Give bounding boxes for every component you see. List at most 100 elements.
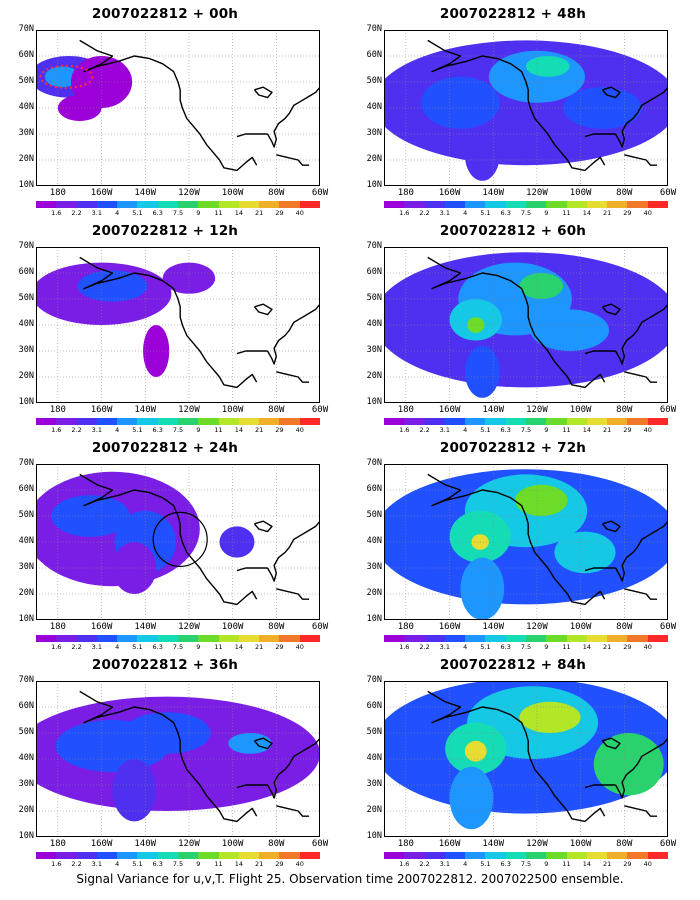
colorbar-swatch xyxy=(279,418,300,425)
colorbar-labels: 1.6 2.2 3.1 4 5.1 6.3 7.5 9 11 14 21 29 40 xyxy=(36,643,320,653)
colorbar-swatch xyxy=(76,852,97,859)
latitude-label: 70N xyxy=(18,24,34,34)
latitude-label: 30N xyxy=(18,779,34,789)
colorbar-swatch xyxy=(465,418,486,425)
colorbar-label: 2.2 xyxy=(71,209,82,217)
colorbar-swatch xyxy=(566,635,587,642)
colorbar-label: 21 xyxy=(603,426,612,434)
colorbar-label: 11 xyxy=(562,860,571,868)
colorbar-swatch xyxy=(465,635,486,642)
latitude-label: 20N xyxy=(18,588,34,598)
colorbar-label: 40 xyxy=(643,643,652,651)
coastline xyxy=(427,690,606,823)
latitude-label: 40N xyxy=(366,102,382,112)
forecast-panel: 2007022812 + 84h 70N 60N 50N 40N 30N 20N 10N 180… xyxy=(348,651,678,871)
variance-contour xyxy=(519,273,564,299)
colorbar-label: 3.1 xyxy=(91,643,103,651)
colorbar-label: 14 xyxy=(234,209,243,217)
colorbar-swatch xyxy=(36,852,57,859)
colorbar-swatch xyxy=(96,201,118,208)
colorbar-swatch xyxy=(238,852,260,859)
colorbar xyxy=(384,852,668,859)
variance-map xyxy=(384,681,668,837)
latitude-label: 60N xyxy=(366,484,382,494)
variance-contour xyxy=(467,317,485,333)
coastline xyxy=(236,567,268,572)
colorbar-swatch xyxy=(137,201,158,208)
colorbar-swatch xyxy=(647,852,668,859)
colorbar-swatch xyxy=(444,418,466,425)
colorbar-swatch xyxy=(505,201,526,208)
colorbar-swatch xyxy=(424,201,445,208)
colorbar-label: 14 xyxy=(582,209,591,217)
colorbar-swatch xyxy=(627,418,648,425)
longitude-label: 80W xyxy=(616,188,633,198)
forecast-panel: 2007022812 + 00h 70N 60N 50N 40N 30N 20N 10N 180… xyxy=(0,0,330,220)
latitude-label: 20N xyxy=(18,371,34,381)
colorbar-label: 40 xyxy=(295,426,304,434)
variance-contour xyxy=(593,733,664,796)
forecast-panel: 2007022812 + 36h 70N 60N 50N 40N 30N 20N 10N 180… xyxy=(0,651,330,871)
colorbar-label: 29 xyxy=(623,860,632,868)
colorbar-label: 40 xyxy=(295,860,304,868)
coastline xyxy=(584,350,616,355)
colorbar-swatch xyxy=(444,852,466,859)
colorbar-label: 21 xyxy=(255,209,264,217)
variance-contour xyxy=(77,270,148,302)
colorbar-label: 1.6 xyxy=(51,643,62,651)
colorbar-labels: 1.6 2.2 3.1 4 5.1 6.3 7.5 9 11 14 21 29 40 xyxy=(384,209,668,219)
coastline xyxy=(624,154,658,166)
colorbar-swatch xyxy=(198,635,219,642)
longitude-label: 140W xyxy=(482,405,505,415)
longitude-label: 80W xyxy=(616,839,633,849)
longitude-label: 140W xyxy=(482,839,505,849)
colorbar-label: 2.2 xyxy=(419,860,430,868)
longitude-label: 100W xyxy=(569,839,592,849)
colorbar-swatch xyxy=(137,635,158,642)
colorbar-swatch xyxy=(566,852,587,859)
latitude-label: 10N xyxy=(18,397,34,407)
variance-contour xyxy=(515,484,568,516)
longitude-label: 80W xyxy=(268,405,285,415)
colorbar xyxy=(36,201,320,208)
coastline xyxy=(276,588,310,600)
latitude-label: 20N xyxy=(366,154,382,164)
coastline xyxy=(253,737,273,750)
colorbar-swatch xyxy=(525,852,547,859)
longitude-label: 60W xyxy=(659,622,677,632)
colorbar-swatch xyxy=(525,635,547,642)
colorbar-swatch xyxy=(424,852,445,859)
colorbar-swatch xyxy=(36,201,57,208)
colorbar-label: 4 xyxy=(463,860,468,868)
latitude-label: 40N xyxy=(18,102,34,112)
coastline xyxy=(253,520,273,533)
colorbar-labels: 1.6 2.2 3.1 4 5.1 6.3 7.5 9 11 14 21 29 40 xyxy=(36,426,320,436)
colorbar-label: 5.1 xyxy=(132,209,143,217)
longitude-label: 80W xyxy=(616,405,633,415)
longitude-label: 180 xyxy=(49,622,66,632)
latitude-label: 30N xyxy=(366,345,382,355)
colorbar-label: 14 xyxy=(582,643,591,651)
colorbar-label: 11 xyxy=(562,426,571,434)
colorbar-swatch xyxy=(238,418,260,425)
map-canvas xyxy=(384,681,668,837)
colorbar-swatch xyxy=(546,201,567,208)
colorbar-labels: 1.6 2.2 3.1 4 5.1 6.3 7.5 9 11 14 21 29 40 xyxy=(36,860,320,870)
variance-map xyxy=(384,247,668,403)
colorbar-label: 7.5 xyxy=(520,643,532,651)
colorbar-swatch xyxy=(177,852,199,859)
colorbar-swatch xyxy=(607,418,628,425)
variance-contour xyxy=(162,262,216,294)
coastline xyxy=(601,303,621,316)
colorbar-label: 6.3 xyxy=(500,860,511,868)
panel-title: 2007022812 + 72h xyxy=(439,440,587,456)
colorbar-swatch xyxy=(525,418,547,425)
colorbar-swatch xyxy=(117,852,138,859)
latitude-label: 40N xyxy=(18,536,34,546)
colorbar-label: 5.1 xyxy=(480,426,491,434)
longitude-label: 60W xyxy=(311,405,329,415)
longitude-label: 80W xyxy=(268,622,285,632)
colorbar-swatch xyxy=(465,852,486,859)
colorbar-swatch xyxy=(485,852,506,859)
colorbar-swatch xyxy=(299,201,320,208)
